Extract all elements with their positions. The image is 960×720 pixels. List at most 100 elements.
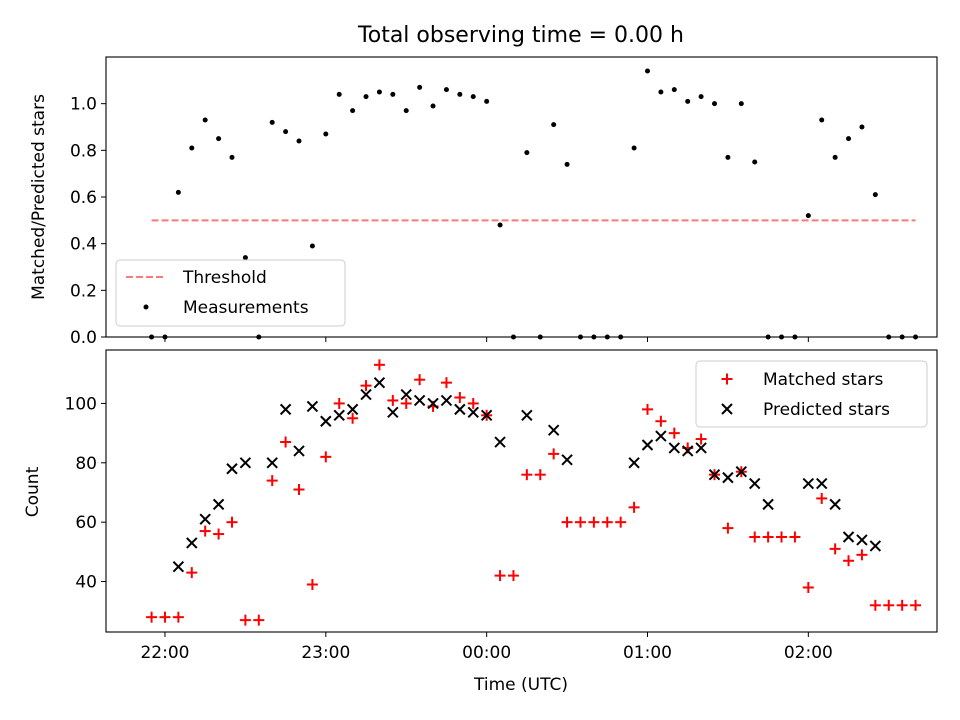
predicted-star-point: [212, 498, 225, 511]
predicted-star-point: [521, 409, 533, 422]
matched-star-point: [400, 397, 412, 409]
measurement-point: [846, 136, 852, 142]
measurement-point: [309, 243, 315, 249]
measurement-point: [229, 154, 235, 160]
measurement-point: [698, 94, 704, 100]
predicted-star-point: [172, 560, 185, 573]
bottom-x-tick-label-4: 02:00: [784, 643, 833, 663]
matched-star-point: [588, 516, 600, 528]
top-y-tick-label-1: 0.2: [70, 281, 97, 301]
measurement-point: [175, 189, 181, 195]
matched-star-point: [521, 469, 533, 481]
measurement-point: [738, 101, 744, 107]
matched-star-point: [668, 427, 680, 439]
matched-star-point: [843, 555, 855, 567]
matched-star-point: [896, 599, 908, 611]
matched-star-point: [172, 611, 184, 623]
matched-star-point: [776, 531, 788, 543]
measurement-point: [551, 122, 557, 128]
measurement-point: [497, 222, 503, 228]
predicted-star-point: [306, 400, 319, 413]
chart-title: Total observing time = 0.00 h: [357, 23, 684, 48]
count-panel: 40 60 80 100 22:00 23:00 00:00 01:00 02:00 Coun…: [23, 349, 938, 695]
bottom-y-tick-label-1: 60: [75, 513, 97, 533]
predicted-star-point: [266, 457, 278, 469]
predicted-star-point: [668, 442, 681, 454]
predicted-star-point: [735, 465, 748, 478]
matched-star-point: [695, 433, 707, 445]
predicted-star-point: [387, 406, 399, 419]
measurement-point: [443, 87, 449, 93]
legend-measurements-swatch: [143, 304, 149, 310]
matched-star-point: [414, 374, 426, 386]
predicted-star-point: [293, 445, 305, 457]
bottom-y-tick-label-0: 40: [75, 573, 97, 593]
predicted-star-point: [360, 388, 372, 401]
matched-star-point: [789, 531, 801, 543]
bottom-legend: Matched stars Predicted stars: [695, 360, 928, 428]
measurement-point: [872, 192, 878, 198]
bottom-legend-box: [695, 360, 928, 428]
predicted-star-point: [722, 471, 734, 484]
measurement-point: [644, 68, 650, 74]
matched-star-point: [548, 448, 560, 460]
matched-star-point: [306, 579, 318, 591]
predicted-star-point: [547, 424, 560, 436]
matched-star-point: [159, 611, 171, 623]
predicted-star-point: [708, 468, 721, 481]
predicted-star-point: [749, 477, 761, 490]
predicted-star-point: [239, 457, 252, 469]
measurement-point: [376, 89, 382, 95]
measurement-point: [283, 129, 289, 135]
matched-star-point: [869, 599, 881, 611]
legend-threshold-label: Threshold: [182, 268, 267, 288]
matched-star-point: [146, 611, 158, 623]
predicted-star-point: [641, 439, 654, 451]
legend-matched-label: Matched stars: [763, 370, 883, 390]
predicted-star-point: [427, 397, 439, 410]
measurement-point: [269, 119, 275, 125]
matched-star-point: [360, 380, 372, 392]
predicted-star-point: [762, 498, 774, 511]
matched-star-point: [387, 394, 399, 406]
matched-star-point: [293, 484, 305, 496]
predicted-star-point: [400, 388, 412, 401]
measurement-point: [725, 154, 731, 160]
predicted-star-point: [869, 540, 882, 552]
matched-star-point: [910, 599, 922, 611]
matched-star-point: [802, 581, 814, 593]
matched-star-point: [333, 397, 345, 409]
matched-star-point: [373, 359, 385, 371]
top-y-tick-label-2: 0.4: [70, 235, 97, 255]
matched-star-point: [816, 492, 828, 504]
bottom-x-tick-label-3: 01:00: [623, 643, 672, 663]
measurement-point: [189, 145, 195, 151]
measurement-point: [712, 101, 718, 107]
measurement-point: [350, 108, 356, 114]
predicted-star-point: [842, 531, 855, 543]
matched-star-point: [320, 451, 332, 463]
measurement-point: [216, 136, 222, 142]
measurement-point: [805, 213, 811, 219]
top-axes-frame: [105, 56, 938, 338]
matched-star-point: [628, 501, 640, 513]
matched-star-point: [856, 549, 868, 561]
measurement-point: [752, 159, 758, 165]
measurement-point: [658, 89, 664, 95]
matched-star-point: [467, 397, 479, 409]
measurement-point: [671, 87, 677, 93]
measurement-point: [296, 138, 302, 144]
predicted-star-point: [186, 537, 198, 549]
predicted-star-point: [681, 445, 694, 457]
ratio-panel: 0.0 0.2 0.4 0.6 0.8 1.0 Matched/Predicted sta…: [29, 56, 938, 348]
bottom-x-tick-label-1: 23:00: [301, 643, 350, 663]
measurement-point: [417, 84, 423, 90]
predicted-star-point: [320, 415, 332, 427]
top-plot-marks: [149, 68, 919, 340]
bottom-y-ticks: 40 60 80 100: [65, 394, 106, 593]
bottom-plot-marks: [146, 359, 922, 626]
matched-star-point: [494, 570, 506, 582]
measurement-point: [430, 103, 436, 109]
predicted-star-point: [454, 403, 466, 416]
top-y-tick-label-0: 0.0: [70, 328, 97, 348]
